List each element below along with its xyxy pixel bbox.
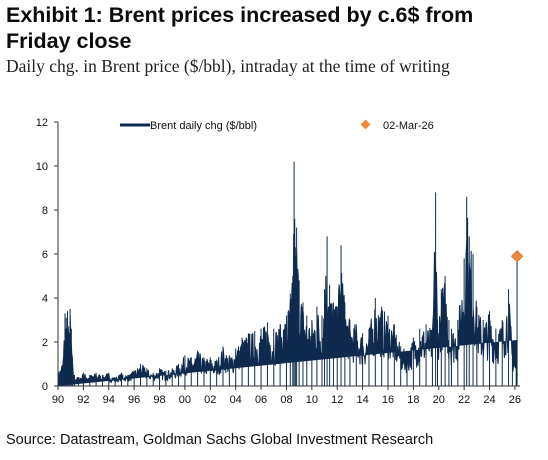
source-note: Source: Datastream, Goldman Sachs Global… bbox=[6, 432, 434, 448]
x-tick-label: 98 bbox=[153, 394, 165, 406]
legend-series-1-label: Brent daily chg ($/bbl) bbox=[150, 120, 257, 132]
x-tick-label: 96 bbox=[128, 394, 140, 406]
x-tick-label: 26 bbox=[509, 394, 521, 406]
chart-subtitle: Daily chg. in Brent price ($/bbl), intra… bbox=[6, 56, 450, 76]
y-tick-label: 0 bbox=[42, 381, 48, 393]
legend-series-2-marker bbox=[360, 119, 371, 130]
x-tick-label: 20 bbox=[433, 394, 445, 406]
x-tick-label: 90 bbox=[52, 394, 64, 406]
legend-series-2-label: 02-Mar-26 bbox=[383, 120, 434, 132]
x-tick-label: 22 bbox=[458, 394, 470, 406]
x-tick-label: 06 bbox=[255, 394, 267, 406]
x-tick-label: 12 bbox=[331, 394, 343, 406]
x-tick-label: 94 bbox=[103, 394, 115, 406]
y-tick-label: 6 bbox=[42, 249, 48, 261]
x-tick-label: 08 bbox=[280, 394, 292, 406]
chart-title: Exhibit 1: Brent prices increased by c.6… bbox=[6, 3, 474, 53]
x-tick-label: 04 bbox=[230, 394, 242, 406]
x-tick-label: 18 bbox=[407, 394, 419, 406]
x-tick-label: 02 bbox=[204, 394, 216, 406]
x-tick-label: 24 bbox=[483, 394, 495, 406]
x-tick-label: 92 bbox=[77, 394, 89, 406]
x-tick-label: 00 bbox=[179, 394, 191, 406]
plot-area bbox=[57, 161, 524, 387]
series-brent-daily-chg bbox=[57, 161, 518, 387]
x-tick-label: 10 bbox=[306, 394, 318, 406]
y-tick-label: 8 bbox=[42, 205, 48, 217]
marker-02-mar-26 bbox=[510, 250, 524, 263]
x-tick-label: 16 bbox=[382, 394, 394, 406]
x-tick-label: 14 bbox=[356, 394, 368, 406]
y-tick-label: 2 bbox=[42, 337, 48, 349]
y-tick-label: 12 bbox=[36, 117, 48, 129]
legend: Brent daily chg ($/bbl) 02-Mar-26 bbox=[120, 119, 434, 132]
y-tick-label: 4 bbox=[42, 293, 48, 305]
y-tick-label: 10 bbox=[36, 161, 48, 173]
